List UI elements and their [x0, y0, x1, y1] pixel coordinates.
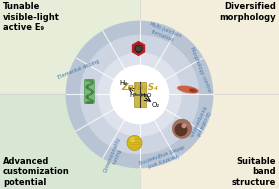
Text: Co-catalyst
incorporation: Co-catalyst incorporation: [187, 105, 211, 140]
Text: Vacancy and
defect engineering: Vacancy and defect engineering: [138, 143, 186, 170]
Ellipse shape: [85, 79, 93, 82]
Circle shape: [130, 137, 135, 143]
Text: Advanced
customization
potential: Advanced customization potential: [3, 157, 69, 187]
Bar: [140, 94, 279, 189]
FancyBboxPatch shape: [84, 80, 94, 104]
Circle shape: [174, 123, 187, 136]
Text: O₂: O₂: [151, 102, 160, 108]
Bar: [0, 0, 140, 94]
Text: Diversified
morphology: Diversified morphology: [220, 2, 276, 22]
Circle shape: [172, 119, 192, 139]
Text: Multi-junction
formation: Multi-junction formation: [146, 22, 182, 45]
Text: Morphology control: Morphology control: [189, 46, 212, 93]
Text: Dimensionality
tuning: Dimensionality tuning: [103, 136, 127, 175]
FancyBboxPatch shape: [133, 95, 146, 107]
Text: H₂O: H₂O: [141, 93, 152, 98]
Bar: [140, 0, 279, 94]
Ellipse shape: [177, 86, 199, 93]
Circle shape: [127, 135, 142, 150]
Ellipse shape: [189, 88, 197, 93]
FancyBboxPatch shape: [133, 82, 146, 94]
Circle shape: [66, 21, 213, 168]
Text: ZnIn₂S₄: ZnIn₂S₄: [121, 83, 158, 92]
Text: H₂: H₂: [119, 81, 128, 87]
Circle shape: [110, 65, 169, 124]
Circle shape: [182, 123, 186, 128]
Text: Elemental doping: Elemental doping: [57, 59, 100, 80]
Text: Tunable
visible-light
active E₉: Tunable visible-light active E₉: [3, 2, 60, 32]
Circle shape: [98, 53, 181, 136]
Text: Suitable
band
structure: Suitable band structure: [232, 157, 276, 187]
Text: H⁺: H⁺: [129, 93, 138, 98]
Ellipse shape: [85, 101, 93, 104]
Bar: [0, 94, 140, 189]
Circle shape: [80, 36, 199, 153]
